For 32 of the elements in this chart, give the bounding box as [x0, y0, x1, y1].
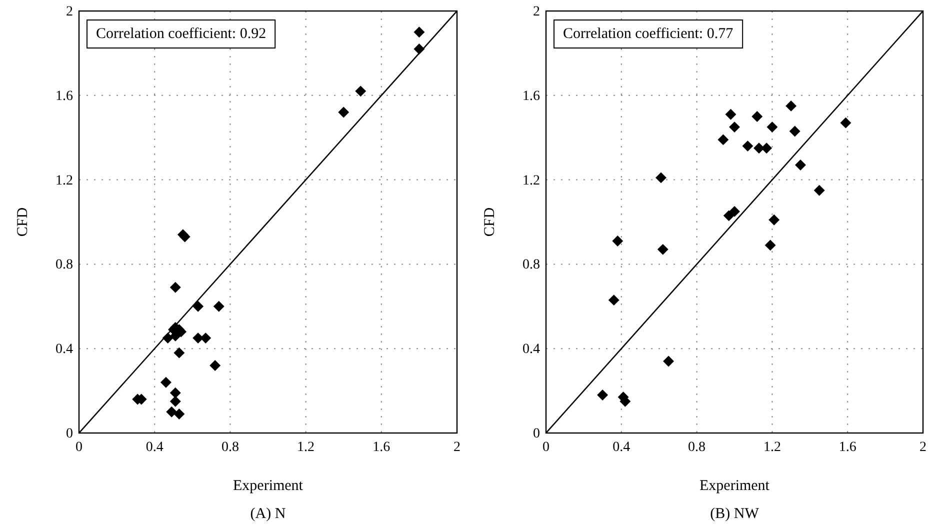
x-tick-label: 1.6 [372, 440, 390, 455]
y-tick-label: 0 [533, 426, 540, 442]
y-tick-label: 2 [533, 4, 540, 20]
x-tick-label: 1.2 [297, 440, 315, 455]
y-tick-label: 2 [66, 4, 73, 20]
y-axis-title: CFD [482, 207, 498, 237]
text: (A) N [250, 506, 286, 522]
x-tick-label: 2 [920, 440, 926, 455]
x-axis-title: Experiment [700, 478, 770, 494]
y-tick-label: 0 [66, 426, 73, 442]
text: (B) NW [710, 506, 760, 522]
x-tick-label: 2 [454, 440, 460, 455]
y-tick-label: 0.4 [522, 342, 540, 358]
x-tick-label: 1.6 [838, 440, 856, 455]
x-tick-label: 0.8 [221, 440, 239, 455]
y-tick-label: 0.8 [56, 258, 73, 273]
y-tick-label: 0.4 [56, 342, 73, 358]
x-axis-title: Experiment [233, 478, 304, 494]
x-tick-label: 0 [542, 440, 550, 455]
y-axis-title: CFD [15, 207, 31, 237]
x-tick-label: 0.4 [612, 440, 630, 455]
y-tick-label: 1.2 [56, 173, 73, 188]
y-tick-label: 1.6 [522, 88, 540, 104]
y-tick-label: 1.2 [522, 173, 540, 188]
x-tick-label: 0.4 [146, 440, 164, 455]
x-tick-label: 0.8 [688, 440, 706, 455]
x-tick-label: 1.2 [763, 440, 781, 455]
annotation: Correlation coefficient: 0.92 [96, 26, 266, 42]
y-tick-label: 0.8 [522, 258, 540, 273]
annotation: Correlation coefficient: 0.77 [563, 26, 734, 42]
x-tick-label: 0 [76, 440, 82, 455]
y-tick-label: 1.6 [56, 88, 73, 104]
